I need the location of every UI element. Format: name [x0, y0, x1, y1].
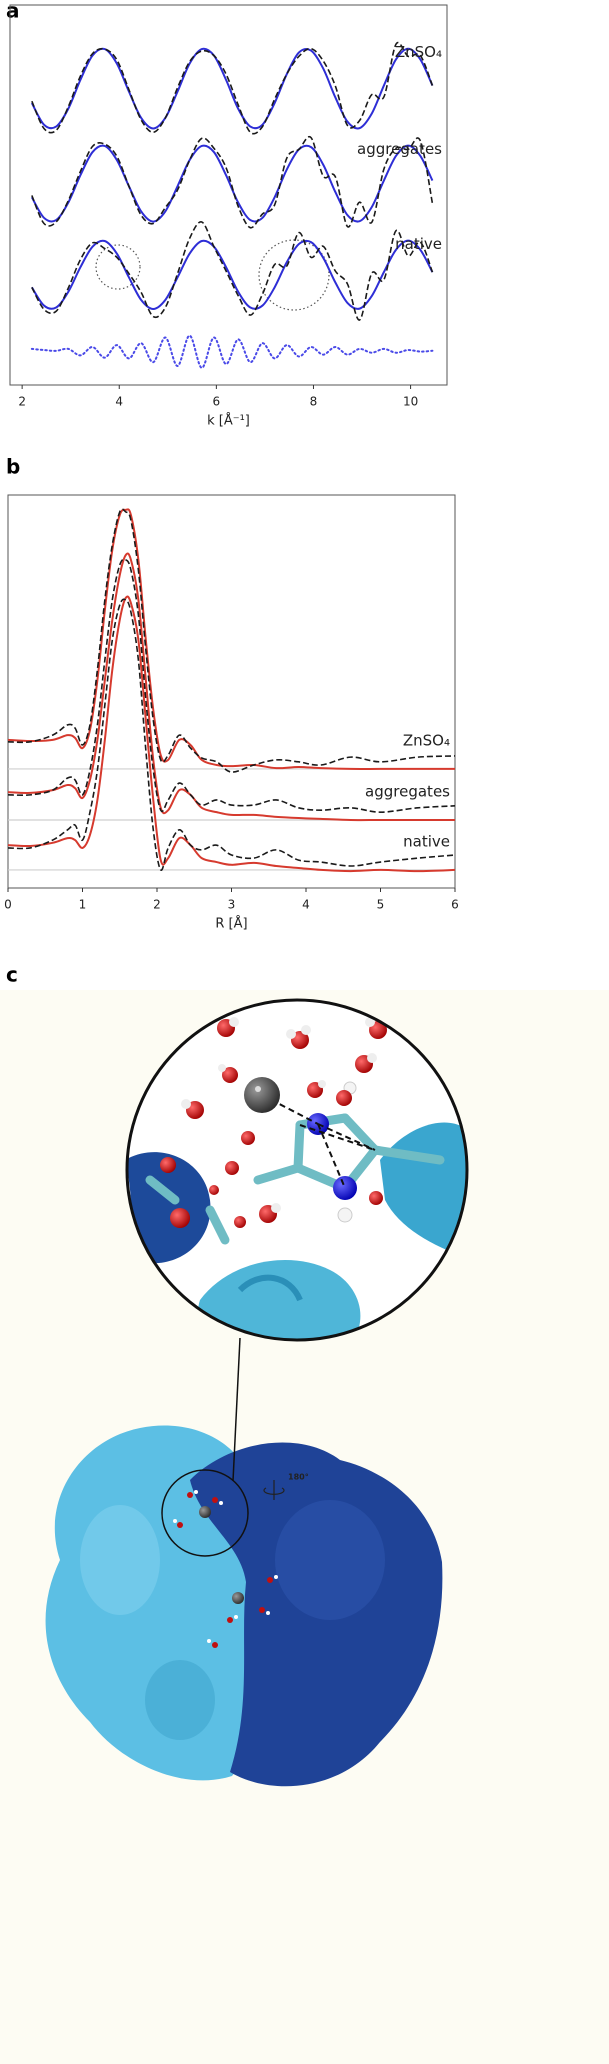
series-label: ZnSO₄: [395, 43, 442, 61]
x-tick-label: 2: [18, 395, 26, 409]
molecular-figure: 180°: [0, 990, 609, 2064]
x-tick-label: 6: [451, 898, 459, 912]
series-label: native: [395, 235, 442, 253]
zoom-connector: [232, 1337, 241, 1482]
panel-letter: b: [6, 455, 20, 479]
data-line: [7, 508, 456, 773]
panel-letter: a: [6, 0, 20, 23]
zoom-circle: [125, 998, 469, 1342]
fit-line: [7, 595, 456, 873]
fit-line: [7, 552, 455, 822]
zoom-marker: [161, 1469, 249, 1557]
x-tick-label: 0: [4, 898, 12, 912]
zinc-ion: [232, 1592, 244, 1604]
zinc-ion: [199, 1506, 211, 1518]
plot-frame: [7, 494, 456, 889]
x-axis-label: R [Å]: [215, 916, 247, 932]
data-line: [31, 41, 434, 135]
data-line: [7, 598, 456, 871]
series-label: aggregates: [357, 140, 442, 158]
x-tick-label: 1: [79, 898, 87, 912]
series-label: aggregates: [365, 783, 450, 801]
highlight-circle: [258, 239, 330, 311]
series-label: native: [403, 832, 450, 850]
data-line: [7, 558, 456, 813]
x-tick-label: 4: [302, 898, 310, 912]
x-tick-label: 5: [377, 898, 385, 912]
rotation-label: 180°: [288, 1473, 309, 1482]
highlight-circle: [95, 244, 141, 290]
x-axis-label: k [Å⁻¹]: [207, 413, 250, 429]
fit-line: [7, 508, 455, 770]
data-line: [31, 135, 434, 229]
zoom-content: [128, 1017, 466, 1339]
x-tick-label: 10: [403, 395, 418, 409]
x-tick-label: 8: [310, 395, 318, 409]
fit-line: [31, 239, 434, 311]
x-tick-label: 4: [115, 395, 123, 409]
x-tick-label: 6: [213, 395, 221, 409]
plot-frame: [9, 4, 448, 386]
surface-shade: [145, 1660, 215, 1740]
surface-highlight: [80, 1505, 160, 1615]
x-tick-label: 2: [153, 898, 161, 912]
x-tick-label: 3: [228, 898, 236, 912]
series-label: ZnSO₄: [403, 731, 450, 749]
surface-highlight: [275, 1500, 385, 1620]
data-line: [31, 221, 434, 321]
residual-line: [30, 334, 434, 369]
waters: [173, 1490, 278, 1648]
panel-letter: c: [6, 963, 18, 987]
